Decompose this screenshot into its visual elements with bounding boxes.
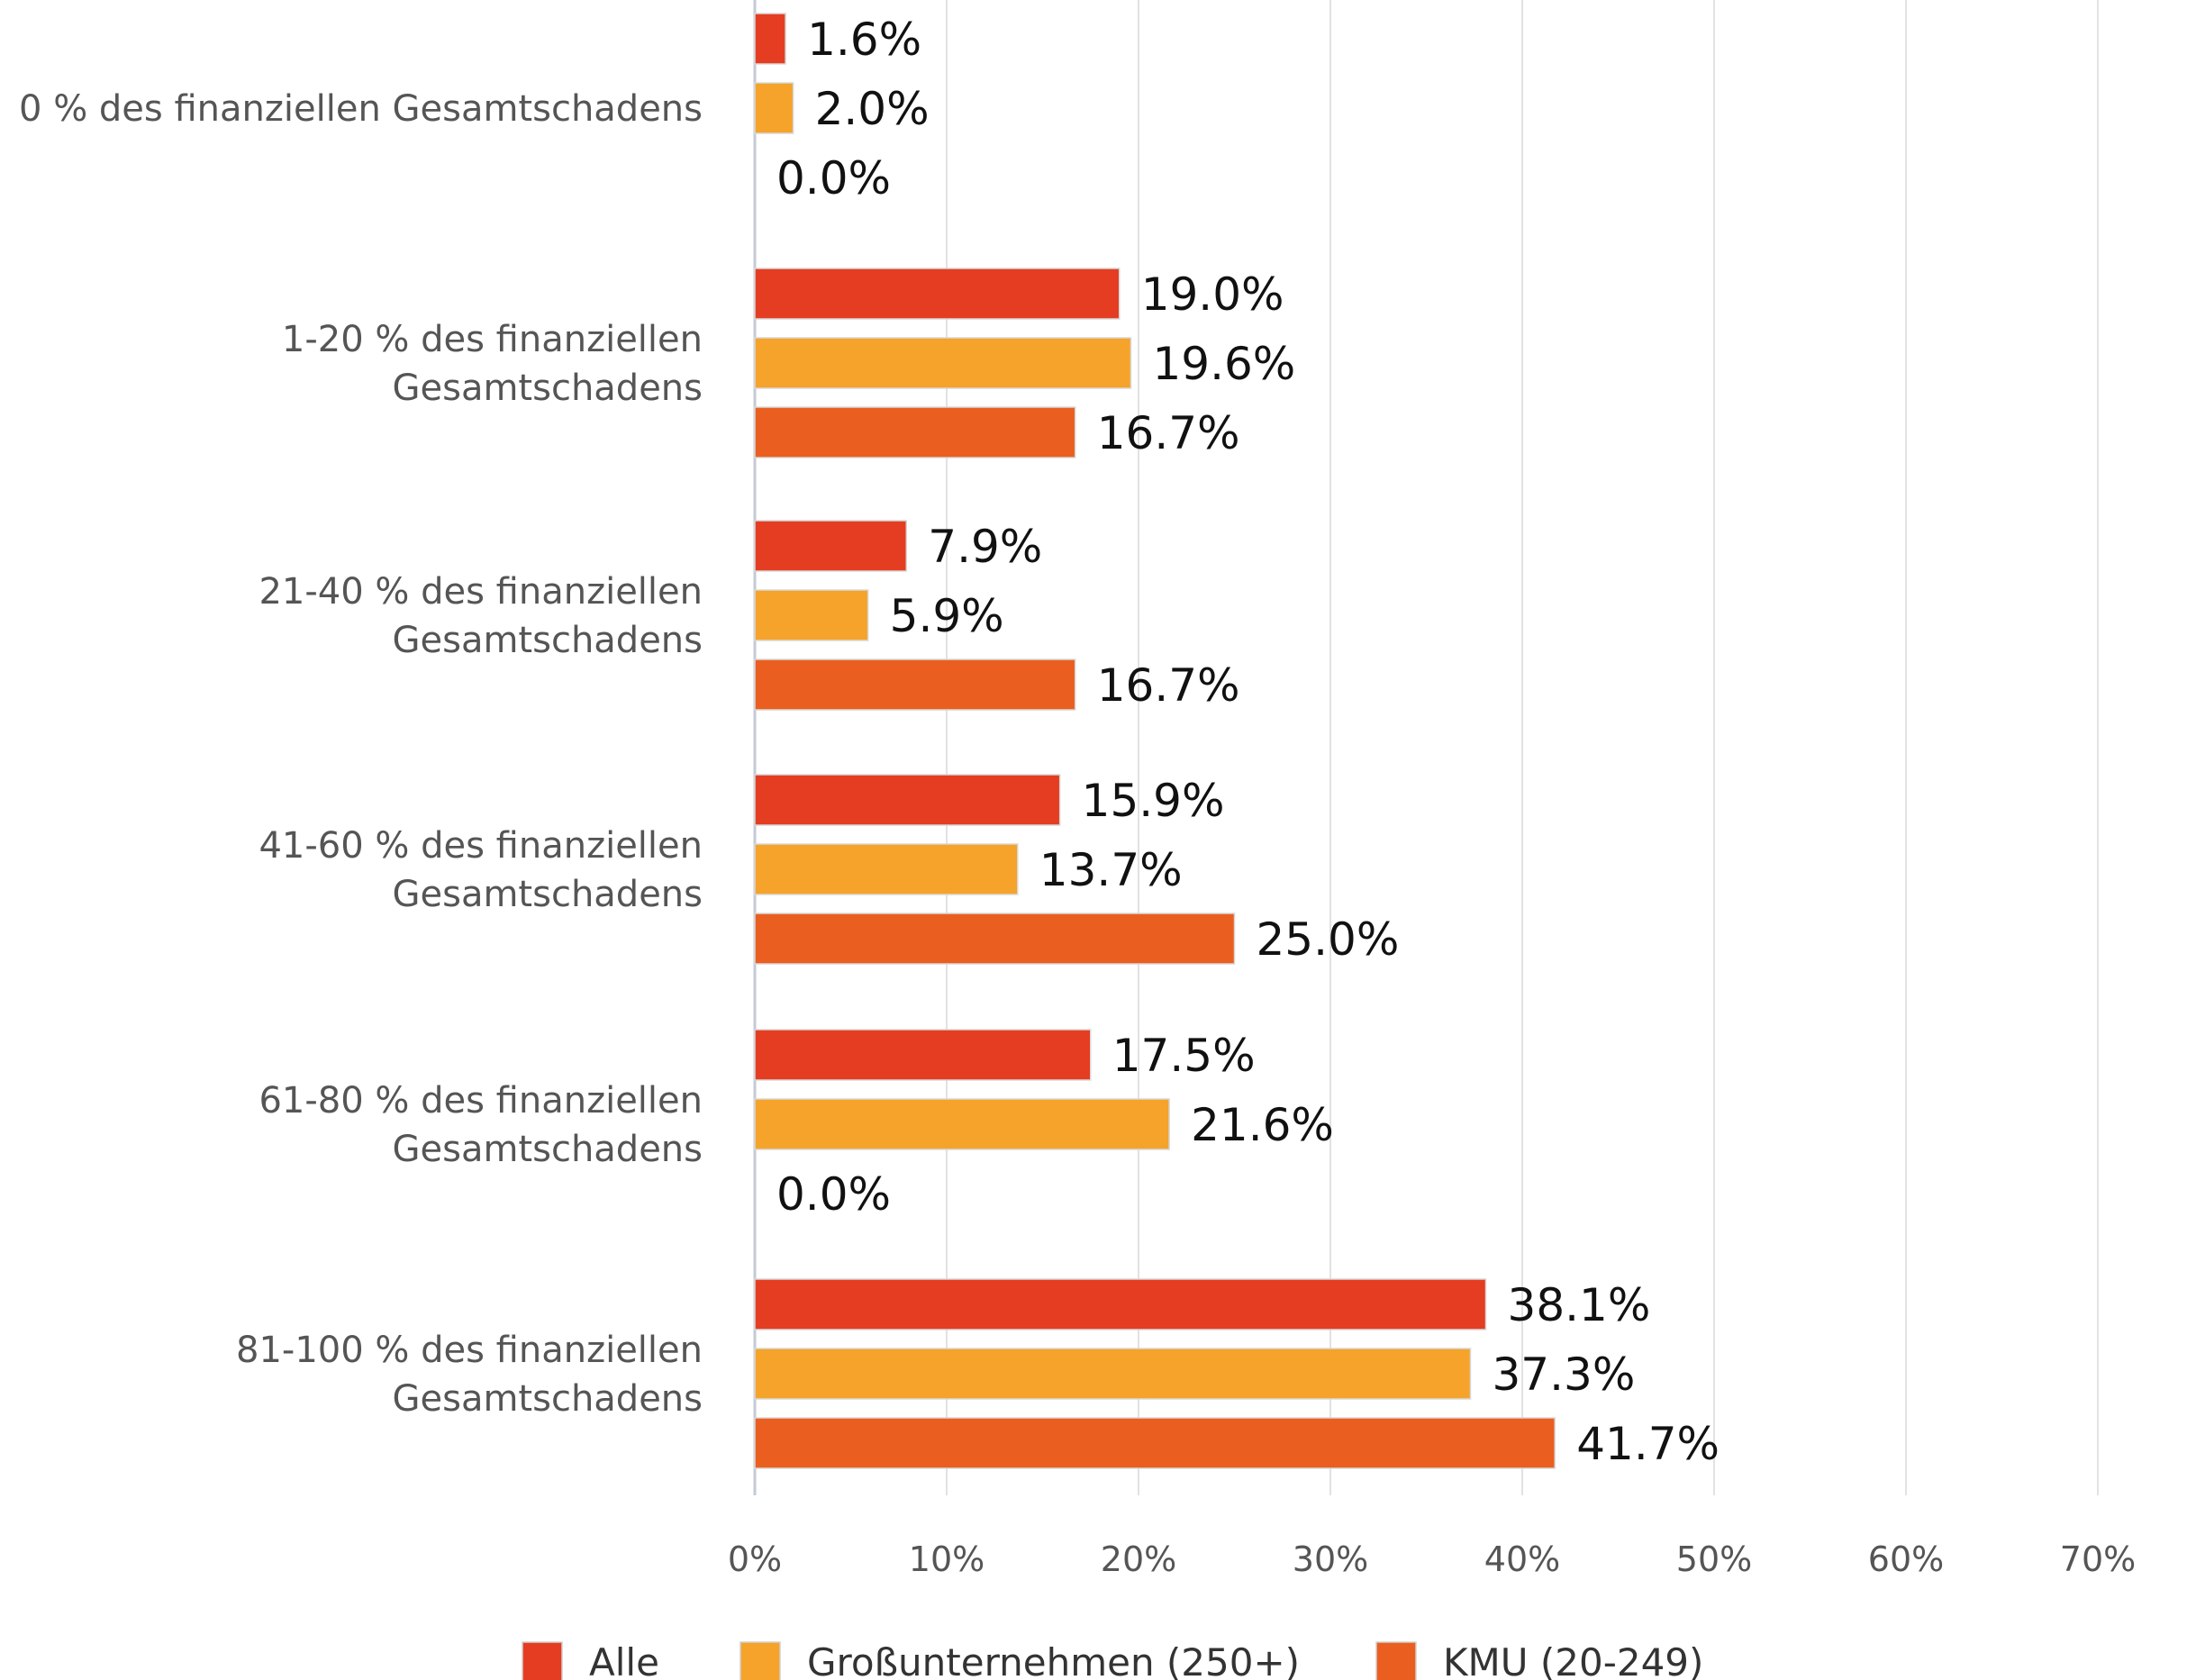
- bar: [754, 1348, 1472, 1400]
- bar: [754, 589, 869, 641]
- value-label: 13.7%: [1039, 844, 1183, 896]
- value-label: 17.5%: [1112, 1030, 1256, 1082]
- x-tick-label: 60%: [1868, 1539, 1944, 1579]
- legend-swatch: [522, 1641, 563, 1680]
- value-label: 41.7%: [1576, 1418, 1720, 1470]
- bar: [754, 13, 786, 65]
- grid-layer: [753, 0, 2099, 1495]
- x-tick-label: 30%: [1293, 1539, 1368, 1579]
- bar: [754, 843, 1019, 895]
- value-label: 38.1%: [1508, 1279, 1651, 1331]
- x-tick-label: 10%: [909, 1539, 985, 1579]
- value-label: 25.0%: [1257, 913, 1400, 966]
- category-label: 61-80 % des finanziellen: [259, 1080, 703, 1122]
- category-label: 21-40 % des finanziellen: [259, 571, 703, 613]
- category-label: 81-100 % des finanziellen: [236, 1330, 703, 1371]
- bar: [754, 337, 1132, 389]
- category-label: Gesamtschadens: [393, 1129, 703, 1170]
- legend-label: Alle: [589, 1640, 659, 1680]
- bar: [754, 1029, 1092, 1081]
- bar: [754, 1417, 1556, 1469]
- legend-label: Großunternehmen (250+): [807, 1640, 1300, 1680]
- category-label: Gesamtschadens: [393, 1378, 703, 1420]
- legend-swatch: [740, 1641, 781, 1680]
- bar: [754, 1278, 1487, 1330]
- x-tick-label: 40%: [1484, 1539, 1560, 1579]
- value-label: 21.6%: [1191, 1099, 1334, 1151]
- value-label: 5.9%: [890, 590, 1004, 642]
- value-label: 0.0%: [776, 152, 891, 204]
- value-label: 1.6%: [807, 14, 921, 66]
- value-label: 0.0%: [776, 1168, 891, 1221]
- category-label: Gesamtschadens: [393, 368, 703, 409]
- bars-layer: [754, 13, 1556, 1469]
- value-label: 37.3%: [1492, 1349, 1635, 1401]
- bar: [754, 1098, 1170, 1150]
- category-label: Gesamtschadens: [393, 620, 703, 661]
- x-tick-label: 0%: [728, 1539, 782, 1579]
- x-tick-label: 50%: [1676, 1539, 1752, 1579]
- value-label: 16.7%: [1097, 407, 1240, 459]
- value-label: 19.0%: [1141, 268, 1284, 321]
- x-tick-label: 70%: [2060, 1539, 2136, 1579]
- x-tick-label: 20%: [1101, 1539, 1176, 1579]
- category-label: 41-60 % des finanziellen: [259, 825, 703, 867]
- legend-swatch: [1375, 1641, 1417, 1680]
- category-label: 0 % des finanziellen Gesamtschadens: [19, 88, 703, 130]
- bar: [754, 268, 1121, 320]
- value-label: 15.9%: [1082, 775, 1225, 827]
- bar: [754, 520, 908, 572]
- value-label: 19.6%: [1152, 338, 1295, 390]
- value-label: 2.0%: [815, 83, 930, 135]
- bar: [754, 774, 1061, 826]
- legend: Alle Großunternehmen (250+) KMU (20-249): [522, 1640, 1703, 1680]
- bar: [754, 406, 1076, 459]
- bar: [754, 82, 794, 134]
- value-label: 16.7%: [1097, 659, 1240, 712]
- bar: [754, 913, 1236, 965]
- value-label: 7.9%: [928, 521, 1042, 573]
- labels-layer: 0% 10% 20% 30% 40% 50% 60% 70% 0 % des finanziel…: [19, 14, 2136, 1579]
- legend-label: KMU (20-249): [1443, 1640, 1703, 1680]
- bar: [754, 658, 1076, 711]
- category-label: Gesamtschadens: [393, 874, 703, 915]
- category-label: 1-20 % des finanziellen: [282, 319, 703, 360]
